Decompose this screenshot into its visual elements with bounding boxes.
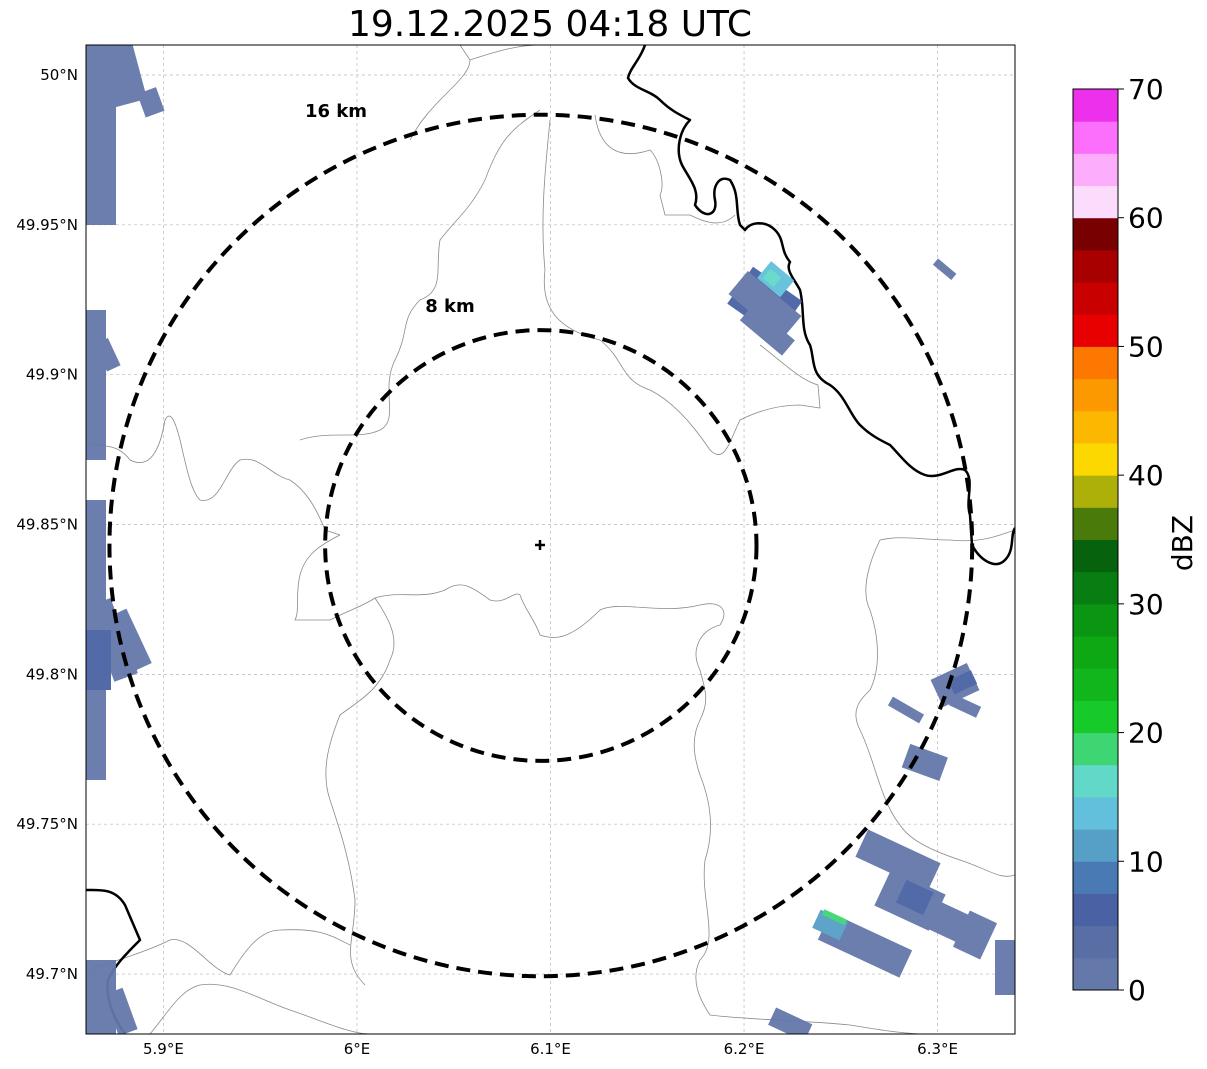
y-tick-label: 49.85°N — [16, 516, 78, 534]
x-tick-label: 6.2°E — [724, 1040, 765, 1058]
colorbar-segment — [1073, 957, 1118, 991]
colorbar-segment — [1073, 507, 1118, 540]
y-tick-label: 49.75°N — [16, 815, 78, 833]
y-tick-label: 49.95°N — [16, 216, 78, 234]
range-ring-16-km — [107, 112, 975, 979]
colorbar-segment — [1073, 89, 1118, 122]
colorbar-segment — [1073, 153, 1118, 187]
colorbar-segment — [1073, 410, 1118, 444]
colorbar-segment — [1073, 925, 1118, 959]
colorbar-segment — [1073, 346, 1118, 380]
colorbar-segment — [1073, 249, 1118, 283]
colorbar-segment — [1073, 539, 1118, 573]
colorbar-segment — [1073, 893, 1118, 927]
colorbar-tick-label: 50 — [1128, 330, 1164, 363]
map-title: 19.12.2025 04:18 UTC — [347, 4, 753, 45]
x-axis-ticks: 5.9°E 6°E 6.1°E 6.2°E 6.3°E — [143, 1040, 958, 1058]
y-tick-label: 49.8°N — [26, 665, 78, 683]
colorbar-segment — [1073, 282, 1118, 315]
colorbar-tick-label: 60 — [1128, 202, 1164, 235]
colorbar-segment — [1073, 861, 1118, 894]
colorbar-segment — [1073, 314, 1118, 347]
colorbar-tick-label: 70 — [1128, 73, 1164, 106]
x-tick-label: 6°E — [344, 1040, 371, 1058]
colorbar-segment — [1073, 700, 1118, 734]
y-axis-ticks: 50°N 49.95°N 49.9°N 49.85°N 49.8°N 49.75°N 49.… — [16, 66, 78, 983]
x-tick-label: 5.9°E — [143, 1040, 184, 1058]
colorbar — [1072, 88, 1119, 991]
x-tick-label: 6.1°E — [530, 1040, 571, 1058]
colorbar-segment — [1073, 829, 1118, 862]
x-tick-label: 6.3°E — [917, 1040, 958, 1058]
colorbar-frame — [1072, 88, 1119, 991]
colorbar-segment — [1073, 121, 1118, 154]
range-ring-8-km — [323, 328, 759, 763]
range-rings — [107, 112, 975, 979]
y-tick-label: 50°N — [40, 66, 78, 84]
colorbar-ticks: 0 10 20 30 40 50 60 70 — [1118, 73, 1164, 1007]
admin-boundaries — [86, 45, 1015, 1034]
colorbar-segment — [1073, 603, 1118, 637]
colorbar-segment — [1073, 668, 1118, 701]
ring-label-8-km: 8 km — [425, 296, 475, 317]
gridlines — [86, 45, 1015, 1034]
ring-label-16-km: 16 km — [305, 101, 367, 122]
colorbar-segment — [1073, 185, 1118, 219]
radar-center-marker — [535, 540, 545, 550]
colorbar-segment — [1073, 764, 1118, 798]
radar-echoes — [86, 45, 1015, 1034]
colorbar-segment — [1073, 475, 1118, 508]
colorbar-segment — [1073, 796, 1118, 830]
colorbar-segment — [1073, 442, 1118, 476]
colorbar-tick-label: 30 — [1128, 588, 1164, 621]
colorbar-segment — [1073, 732, 1118, 766]
colorbar-tick-label: 10 — [1128, 845, 1164, 878]
colorbar-label: dBZ — [1166, 515, 1199, 571]
colorbar-tick-label: 0 — [1128, 974, 1146, 1007]
colorbar-segment — [1073, 217, 1118, 251]
y-tick-label: 49.9°N — [26, 366, 78, 384]
map-frame — [85, 44, 1016, 1035]
colorbar-segment — [1073, 378, 1118, 412]
colorbar-tick-label: 20 — [1128, 717, 1164, 750]
y-tick-label: 49.7°N — [26, 965, 78, 983]
colorbar-segment — [1073, 571, 1118, 605]
colorbar-tick-label: 40 — [1128, 459, 1164, 492]
colorbar-segment — [1073, 636, 1118, 669]
